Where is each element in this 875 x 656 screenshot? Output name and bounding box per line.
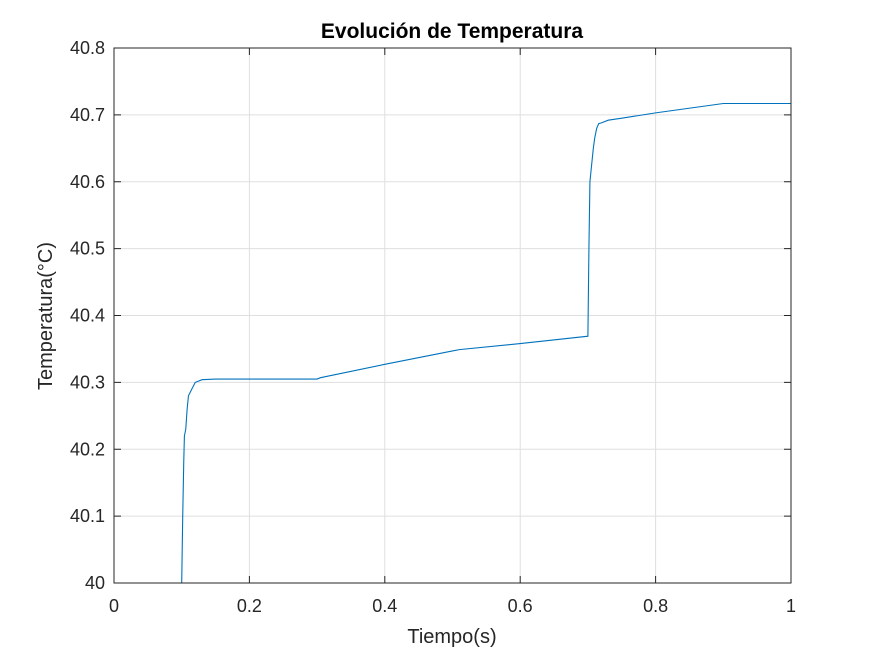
y-tick-label: 40.7 (70, 105, 105, 125)
y-axis-label: Temperatura(°C) (35, 242, 57, 390)
y-tick-label: 40.1 (70, 506, 105, 526)
x-tick-label: 0.6 (508, 596, 533, 616)
y-tick-label: 40.6 (70, 172, 105, 192)
x-tick-label: 0 (109, 596, 119, 616)
x-tick-label: 0.4 (372, 596, 397, 616)
y-tick-label: 40.4 (70, 306, 105, 326)
y-tick-label: 40.5 (70, 239, 105, 259)
y-tick-label: 40.8 (70, 38, 105, 58)
axis-ticks: 0 0.2 0.4 0.6 0.8 1 40 40.1 40.2 40.3 40.4 40.5 40.6… (70, 38, 796, 616)
x-tick-label: 1 (786, 596, 796, 616)
y-tick-label: 40 (85, 573, 105, 593)
x-tick-label: 0.2 (237, 596, 262, 616)
y-tick-label: 40.2 (70, 439, 105, 459)
x-tick-label: 0.8 (643, 596, 668, 616)
y-tick-label: 40.3 (70, 372, 105, 392)
temperature-series-line (114, 102, 791, 584)
chart-title: Evolución de Temperatura (321, 20, 583, 43)
x-axis-label: Tiempo(s) (407, 626, 496, 648)
